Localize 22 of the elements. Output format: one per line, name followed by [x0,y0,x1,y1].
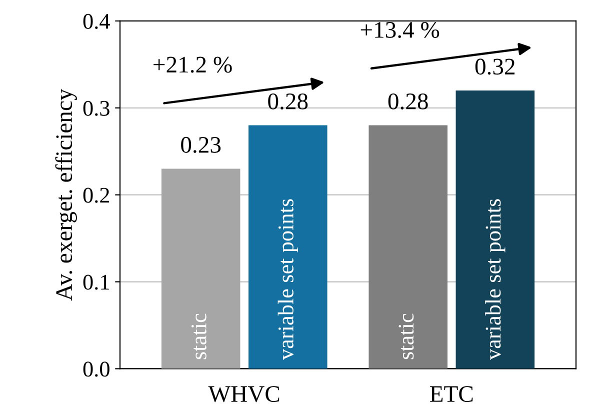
data-label: 0.32 [475,58,515,75]
annotation: +21.2 % [154,56,232,73]
series-label: static [191,314,206,360]
x-tick-label: ETC [430,386,473,402]
y-tick-label: 0.0 [83,362,110,377]
y-axis-title: Av. exerget. efficiency [55,88,77,301]
bar [161,168,240,369]
bar [368,125,448,369]
bar [248,125,328,369]
text: variable set points [485,199,506,360]
y-tick-label: 0.1 [83,274,109,290]
data-label: 0.28 [388,93,428,110]
y-tick-label: 0.4 [83,14,110,29]
annotation: +13.4 % [360,22,440,38]
bar [456,90,535,369]
x-tick-label: WHVC [208,386,280,402]
series-label: variable set points [278,199,298,360]
y-tick-label: 0.3 [83,100,110,116]
data-label: 0.28 [268,93,308,110]
text: static [398,314,414,360]
data-label: 0.23 [181,136,221,153]
y-tick-label: 0.2 [83,188,110,203]
